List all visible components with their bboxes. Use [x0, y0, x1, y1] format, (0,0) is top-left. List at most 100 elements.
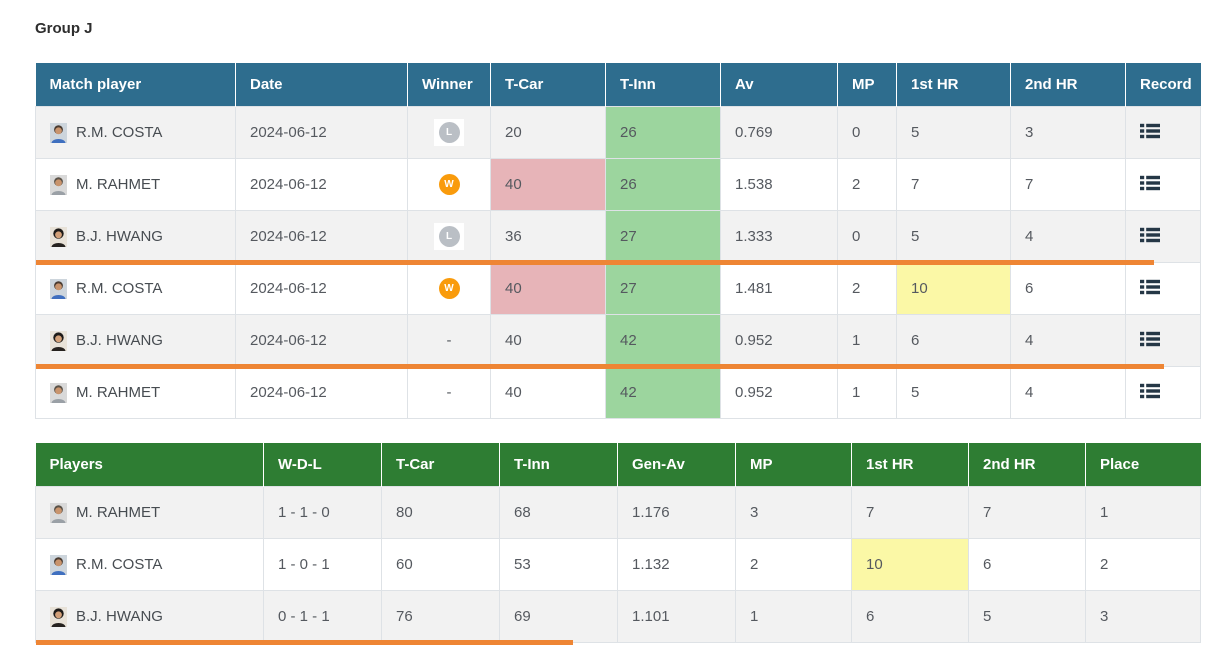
matches-header-row: Match player Date Winner T-Car T-Inn Av MP 1st … [35, 63, 1201, 107]
group-divider [35, 639, 573, 645]
standings-column-header-mp: MP [735, 443, 852, 487]
player: R.M. COSTA [50, 554, 249, 575]
player-name: R.M. COSTA [76, 280, 163, 297]
matches-column-header-av: Av [720, 63, 838, 107]
t-car-cell: 40 [490, 158, 606, 211]
t-car-cell: 40 [490, 314, 606, 367]
mp-cell: 2 [837, 158, 897, 211]
record-cell [1125, 262, 1201, 315]
standings-player-cell: R.M. COSTA [35, 538, 264, 591]
player-name: B.J. HWANG [76, 332, 163, 349]
t-car-cell: 36 [490, 210, 606, 263]
winner-value: - [446, 384, 452, 401]
match-player-cell: R.M. COSTA [35, 262, 236, 315]
record-list-icon[interactable] [1140, 279, 1160, 295]
group-divider [35, 363, 1164, 369]
player-name: B.J. HWANG [76, 228, 163, 245]
second-hr-cell: 5 [968, 590, 1086, 643]
player: M. RAHMET [50, 382, 221, 403]
av-cell: 0.952 [720, 314, 838, 367]
t-inn-cell: 42 [605, 314, 721, 367]
record-cell [1125, 366, 1201, 419]
t-car-cell: 76 [381, 590, 500, 643]
record-cell [1125, 210, 1201, 263]
t-inn-cell: 27 [605, 210, 721, 263]
player-avatar-icon [50, 226, 67, 247]
second-hr-cell: 6 [968, 538, 1086, 591]
l-badge-icon: L [438, 122, 460, 143]
date-cell: 2024-06-12 [235, 366, 408, 419]
record-cell [1125, 106, 1201, 159]
wdl-cell: 1 - 1 - 0 [263, 486, 382, 539]
first-hr-cell: 5 [896, 210, 1011, 263]
winner-badge-wrap: W [434, 275, 464, 302]
second-hr-cell: 7 [1010, 158, 1126, 211]
record-list-icon[interactable] [1140, 331, 1160, 347]
av-cell: 1.481 [720, 262, 838, 315]
player-name: M. RAHMET [76, 504, 161, 521]
match-row: M. RAHMET 2024-06-12 - 40 42 0.952 1 5 4 [35, 366, 1201, 419]
w-badge-icon: W [438, 278, 460, 299]
matches-column-header-record: Record [1125, 63, 1201, 107]
match-player-cell: M. RAHMET [35, 158, 236, 211]
first-hr-cell: 6 [851, 590, 969, 643]
player-name: B.J. HWANG [76, 608, 163, 625]
second-hr-cell: 3 [1010, 106, 1126, 159]
t-car-cell: 80 [381, 486, 500, 539]
player-avatar-icon [50, 122, 67, 143]
player: B.J. HWANG [50, 226, 221, 247]
t-inn-cell: 27 [605, 262, 721, 315]
standings-column-header-1st-hr: 1st HR [851, 443, 969, 487]
gen-av-cell: 1.101 [617, 590, 736, 643]
first-hr-cell: 10 [896, 262, 1011, 315]
winner-cell: L [407, 210, 491, 263]
standings-row: R.M. COSTA 1 - 0 - 1 60 53 1.132 2 10 6 2 [35, 538, 1201, 591]
record-list-icon[interactable] [1140, 175, 1160, 191]
winner-cell: W [407, 262, 491, 315]
matches-column-header-mp: MP [837, 63, 897, 107]
standings-body: M. RAHMET 1 - 1 - 0 80 68 1.176 3 7 7 1 R.M. COST… [35, 486, 1201, 643]
record-list-icon[interactable] [1140, 227, 1160, 243]
second-hr-cell: 4 [1010, 314, 1126, 367]
winner-cell: L [407, 106, 491, 159]
page-title: Group J [35, 20, 93, 37]
matches-column-header-winner: Winner [407, 63, 491, 107]
standings-column-header-w-d-l: W-D-L [263, 443, 382, 487]
winner-cell: - [407, 314, 491, 367]
match-player-cell: B.J. HWANG [35, 210, 236, 263]
date-cell: 2024-06-12 [235, 314, 408, 367]
mp-cell: 0 [837, 106, 897, 159]
place-cell: 1 [1085, 486, 1201, 539]
player: M. RAHMET [50, 174, 221, 195]
av-cell: 0.769 [720, 106, 838, 159]
t-inn-cell: 26 [605, 106, 721, 159]
t-car-cell: 40 [490, 366, 606, 419]
first-hr-cell: 7 [851, 486, 969, 539]
first-hr-cell: 5 [896, 366, 1011, 419]
player: R.M. COSTA [50, 122, 221, 143]
record-list-icon[interactable] [1140, 123, 1160, 139]
t-car-cell: 60 [381, 538, 500, 591]
player-name: M. RAHMET [76, 384, 161, 401]
group-divider [35, 259, 1154, 265]
matches-column-header-2nd-hr: 2nd HR [1010, 63, 1126, 107]
standings-column-header-players: Players [35, 443, 264, 487]
record-list-icon[interactable] [1140, 383, 1160, 399]
wdl-cell: 0 - 1 - 1 [263, 590, 382, 643]
t-car-cell: 40 [490, 262, 606, 315]
t-inn-cell: 26 [605, 158, 721, 211]
second-hr-cell: 7 [968, 486, 1086, 539]
gen-av-cell: 1.176 [617, 486, 736, 539]
first-hr-cell: 10 [851, 538, 969, 591]
match-row: M. RAHMET 2024-06-12 W 40 26 1.538 2 7 7 [35, 158, 1201, 211]
standings-table: Players W-D-L T-Car T-Inn Gen-Av MP 1st HR 2nd … [35, 443, 1201, 643]
matches-column-header-1st-hr: 1st HR [896, 63, 1011, 107]
player-name: R.M. COSTA [76, 556, 163, 573]
standings-column-header-t-inn: T-Inn [499, 443, 618, 487]
mp-cell: 1 [837, 314, 897, 367]
l-badge-icon: L [438, 226, 460, 247]
player-name: R.M. COSTA [76, 124, 163, 141]
wdl-cell: 1 - 0 - 1 [263, 538, 382, 591]
player-avatar-icon [50, 174, 67, 195]
date-cell: 2024-06-12 [235, 262, 408, 315]
